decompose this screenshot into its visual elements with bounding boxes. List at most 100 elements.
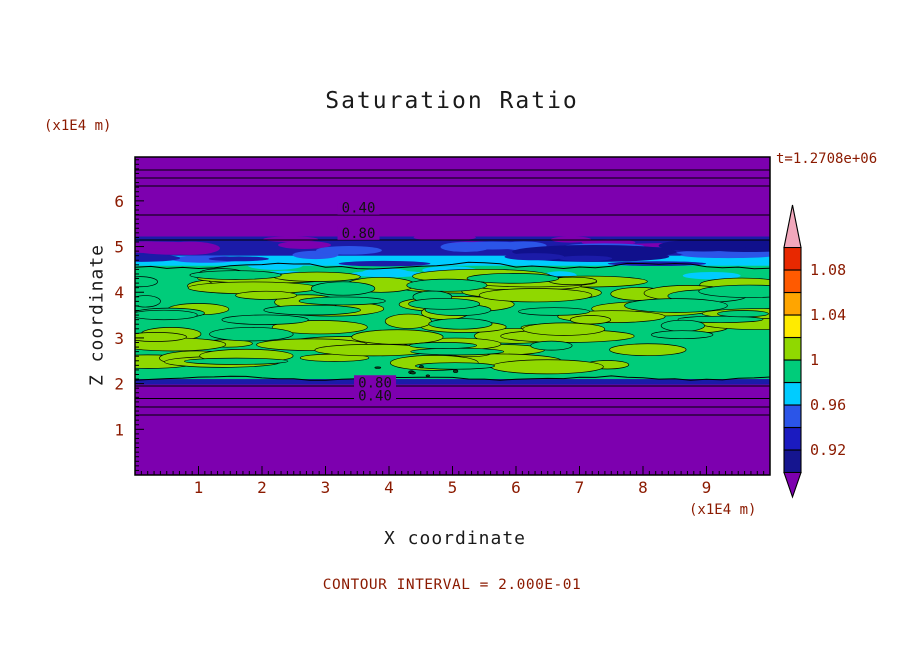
colorbar-cell bbox=[783, 269, 802, 294]
x-tick-label: 9 bbox=[702, 478, 712, 497]
contour-blob bbox=[651, 330, 714, 340]
contour-line-wavy bbox=[135, 375, 770, 381]
contour-blob bbox=[263, 304, 361, 316]
contour-blob bbox=[607, 261, 707, 266]
contour-blob bbox=[351, 329, 444, 345]
x-tick-label: 5 bbox=[448, 478, 458, 497]
x-axis-title: X coordinate bbox=[383, 528, 527, 549]
contour-blob bbox=[247, 259, 304, 270]
contour-blob bbox=[406, 278, 488, 292]
colorbar-label: 1 bbox=[810, 351, 819, 369]
contour-blob bbox=[558, 255, 613, 262]
contour-label: 0.40 bbox=[358, 389, 392, 405]
colorbar-label: 1.04 bbox=[810, 306, 846, 324]
contour-label: 0.80 bbox=[358, 375, 392, 391]
colorbar-cell bbox=[783, 381, 802, 406]
contour-blob bbox=[298, 296, 386, 306]
contour-blob bbox=[263, 236, 319, 242]
contour-blob bbox=[478, 288, 593, 303]
contour-blob bbox=[235, 290, 298, 300]
contour-blob bbox=[350, 270, 426, 278]
contour-blob bbox=[384, 313, 432, 329]
plot-border bbox=[134, 156, 771, 476]
contour-blob bbox=[410, 347, 505, 356]
colorbar-over-arrow bbox=[783, 204, 802, 249]
contour-blob bbox=[682, 271, 741, 280]
contour-blob bbox=[135, 241, 199, 249]
contour-blob bbox=[428, 318, 493, 330]
contour-blob bbox=[419, 365, 424, 369]
colorbar-cell bbox=[783, 336, 802, 361]
contour-label-gap bbox=[354, 388, 397, 403]
z-tick-label: 2 bbox=[114, 375, 124, 394]
contour-blob bbox=[452, 369, 459, 373]
contour-blob bbox=[518, 307, 590, 316]
colorbar-label: 1.08 bbox=[810, 261, 846, 279]
contour-blob bbox=[660, 319, 705, 332]
chart-title: Saturation Ratio bbox=[325, 88, 579, 114]
z-tick-label: 4 bbox=[114, 283, 124, 302]
z-tick-label: 3 bbox=[114, 329, 124, 348]
contour-blob bbox=[609, 343, 687, 357]
contour-blob bbox=[455, 241, 530, 250]
z-tick-label: 1 bbox=[114, 420, 124, 439]
colorbar-cell bbox=[783, 404, 802, 429]
contour-blob bbox=[569, 315, 612, 325]
x-tick-label: 2 bbox=[257, 478, 267, 497]
x-tick-label: 4 bbox=[384, 478, 394, 497]
contour-blob bbox=[522, 322, 606, 336]
y-axis-title: Z coordinate bbox=[86, 243, 108, 387]
x-tick-label: 7 bbox=[575, 478, 585, 497]
contour-blob bbox=[221, 314, 309, 325]
contour-blob bbox=[408, 298, 481, 310]
colorbar-under-arrow bbox=[783, 471, 802, 499]
contour-blob bbox=[680, 252, 770, 259]
contour-blob bbox=[374, 366, 382, 369]
contour-line-wavy bbox=[135, 261, 770, 270]
contour-blob bbox=[209, 327, 294, 342]
contour-band-bottom-navy-strip bbox=[135, 378, 770, 385]
colorbar-cell bbox=[783, 314, 802, 339]
contour-blob bbox=[135, 332, 187, 342]
contour-blob bbox=[271, 320, 368, 335]
contour-blob bbox=[504, 253, 565, 261]
x-tick-label: 6 bbox=[511, 478, 521, 497]
colorbar-cell bbox=[783, 449, 802, 474]
contour-blob bbox=[273, 271, 361, 282]
contour-label-gap bbox=[354, 375, 397, 390]
contour-blob bbox=[316, 246, 382, 255]
colorbar-cell bbox=[783, 291, 802, 316]
contour-blob bbox=[184, 357, 289, 365]
contour-label: 0.40 bbox=[342, 201, 376, 217]
z-tick-label: 6 bbox=[114, 192, 124, 211]
colorbar-cell bbox=[783, 359, 802, 384]
colorbar-label: 0.92 bbox=[810, 441, 846, 459]
x-tick-label: 3 bbox=[321, 478, 331, 497]
colorbar: 1.08 1.04 1 0.96 0.92 bbox=[783, 204, 846, 499]
contour-blob bbox=[490, 359, 604, 375]
contour-label-gap bbox=[337, 225, 380, 240]
contour-blob bbox=[717, 310, 769, 318]
contour-blob bbox=[135, 254, 181, 262]
x-axis-unit-label: (x1E4 m) bbox=[689, 502, 757, 518]
contour-blob bbox=[677, 315, 764, 323]
contour-blob bbox=[415, 362, 496, 370]
contour-blob bbox=[425, 374, 430, 378]
contour-blob bbox=[135, 309, 198, 321]
contour-blob bbox=[658, 239, 749, 252]
colorbar-cell bbox=[783, 246, 802, 271]
x-tick-label: 1 bbox=[194, 478, 204, 497]
time-label: t=1.2708e+06 bbox=[776, 151, 878, 167]
x-tick-label: 8 bbox=[638, 478, 648, 497]
contour-blob bbox=[466, 273, 560, 284]
contour-interval-note: CONTOUR INTERVAL = 2.000E-01 bbox=[322, 577, 582, 593]
contour-blob bbox=[624, 298, 728, 313]
colorbar-cell bbox=[783, 426, 802, 451]
contour-blob bbox=[409, 341, 477, 349]
contour-blob bbox=[410, 371, 416, 375]
contour-blob bbox=[135, 276, 158, 288]
z-tick-label: 5 bbox=[114, 238, 124, 257]
contour-blob bbox=[189, 270, 282, 280]
contour-blob bbox=[550, 236, 592, 243]
